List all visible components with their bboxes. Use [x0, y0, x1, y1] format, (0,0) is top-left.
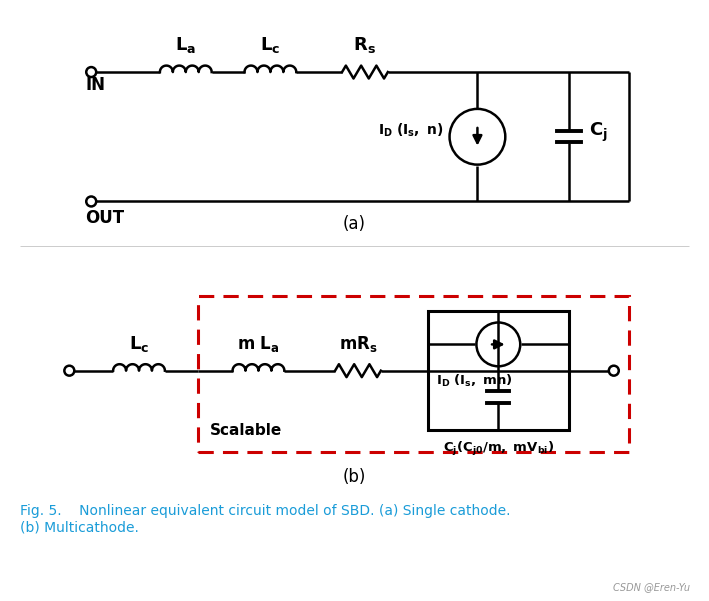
Text: $\mathbf{C_j(C_{j0}/m,\ mV_{bi})}$: $\mathbf{C_j(C_{j0}/m,\ mV_{bi})}$ [442, 441, 554, 459]
Text: (a): (a) [342, 215, 366, 233]
Text: OUT: OUT [85, 209, 124, 227]
Text: $\mathbf{L_a}$: $\mathbf{L_a}$ [175, 35, 196, 55]
Text: Scalable: Scalable [210, 423, 282, 438]
Text: $\mathbf{I_D\ (I_s,\ mn)}$: $\mathbf{I_D\ (I_s,\ mn)}$ [435, 373, 512, 389]
Bar [428, 311, 569, 430]
Text: $\mathbf{mR_s}$: $\mathbf{mR_s}$ [339, 334, 377, 354]
Text: $\mathbf{C_j}$: $\mathbf{C_j}$ [589, 121, 608, 144]
Text: $\mathbf{L_c}$: $\mathbf{L_c}$ [260, 35, 281, 55]
Text: $\mathbf{R_s}$: $\mathbf{R_s}$ [354, 35, 376, 55]
Text: $\mathbf{m\ L_a}$: $\mathbf{m\ L_a}$ [238, 334, 279, 354]
Text: Fig. 5.    Nonlinear equivalent circuit model of SBD. (a) Single cathode.
(b) Mu: Fig. 5. Nonlinear equivalent circuit mod… [20, 504, 510, 534]
Text: CSDN @Eren-Yu: CSDN @Eren-Yu [613, 582, 691, 591]
Text: $\mathbf{I_D}$ $\mathbf{(I_s,\ n)}$: $\mathbf{I_D}$ $\mathbf{(I_s,\ n)}$ [378, 122, 444, 139]
Text: $\mathbf{L_c}$: $\mathbf{L_c}$ [129, 334, 149, 354]
Text: (b): (b) [342, 468, 366, 486]
Text: IN: IN [85, 76, 105, 94]
